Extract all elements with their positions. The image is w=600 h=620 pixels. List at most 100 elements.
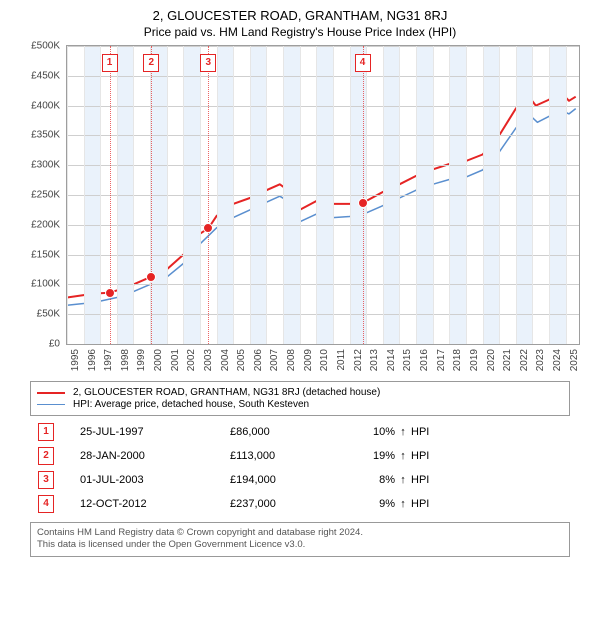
arrow-up-icon: ↑ xyxy=(395,426,411,438)
x-axis-tick-label: 2000 xyxy=(153,349,164,371)
transaction-tag: HPI xyxy=(411,474,451,486)
transaction-pct: 10% xyxy=(340,426,395,438)
transaction-row: 412-OCT-2012£237,0009%↑HPI xyxy=(30,492,570,516)
transaction-tag: HPI xyxy=(411,426,451,438)
y-axis-tick-label: £500K xyxy=(20,41,60,52)
gridline-vertical xyxy=(133,46,134,344)
gridline-vertical xyxy=(416,46,417,344)
gridline-vertical xyxy=(532,46,533,344)
gridline-vertical xyxy=(200,46,201,344)
transaction-date: 12-OCT-2012 xyxy=(80,498,230,510)
transaction-badge: 1 xyxy=(102,54,118,72)
arrow-up-icon: ↑ xyxy=(395,498,411,510)
transaction-price: £237,000 xyxy=(230,498,340,510)
transactions-table: 125-JUL-1997£86,00010%↑HPI228-JAN-2000£1… xyxy=(30,420,570,516)
gridline-vertical xyxy=(483,46,484,344)
x-axis-tick-label: 1999 xyxy=(136,349,147,371)
x-axis-tick-label: 2019 xyxy=(469,349,480,371)
x-axis-tick-label: 2009 xyxy=(303,349,314,371)
titles: 2, GLOUCESTER ROAD, GRANTHAM, NG31 8RJ P… xyxy=(10,8,590,39)
gridline-vertical xyxy=(333,46,334,344)
legend-row-hpi: HPI: Average price, detached house, Sout… xyxy=(37,399,563,410)
x-axis-tick-label: 2025 xyxy=(569,349,580,371)
gridline-vertical xyxy=(399,46,400,344)
gridline-horizontal xyxy=(67,225,579,226)
arrow-up-icon: ↑ xyxy=(395,474,411,486)
y-axis-tick-label: £450K xyxy=(20,70,60,81)
transaction-pct: 19% xyxy=(340,450,395,462)
y-axis-tick-label: £150K xyxy=(20,249,60,260)
x-axis-tick-label: 2023 xyxy=(535,349,546,371)
transaction-pct: 8% xyxy=(340,474,395,486)
gridline-vertical xyxy=(84,46,85,344)
transaction-price: £113,000 xyxy=(230,450,340,462)
gridline-vertical xyxy=(466,46,467,344)
transaction-date: 25-JUL-1997 xyxy=(80,426,230,438)
gridline-vertical xyxy=(300,46,301,344)
x-axis-tick-label: 2006 xyxy=(253,349,264,371)
gridline-horizontal xyxy=(67,46,579,47)
x-axis-tick-label: 2011 xyxy=(336,349,347,371)
legend: 2, GLOUCESTER ROAD, GRANTHAM, NG31 8RJ (… xyxy=(30,381,570,416)
transaction-row-badge: 4 xyxy=(38,495,54,513)
gridline-horizontal xyxy=(67,284,579,285)
transaction-marker-line xyxy=(151,46,152,344)
transaction-badge: 4 xyxy=(355,54,371,72)
transaction-tag: HPI xyxy=(411,450,451,462)
x-axis-tick-label: 1998 xyxy=(120,349,131,371)
gridline-vertical xyxy=(283,46,284,344)
transaction-marker-line xyxy=(363,46,364,344)
x-axis-tick-label: 2005 xyxy=(236,349,247,371)
transaction-badge: 2 xyxy=(143,54,159,72)
gridline-vertical xyxy=(250,46,251,344)
gridline-vertical xyxy=(117,46,118,344)
plot-area: 1234 xyxy=(66,45,580,345)
y-axis-tick-label: £0 xyxy=(20,339,60,350)
legend-label-1: 2, GLOUCESTER ROAD, GRANTHAM, NG31 8RJ (… xyxy=(73,387,380,398)
attribution: Contains HM Land Registry data © Crown c… xyxy=(30,522,570,557)
gridline-vertical xyxy=(167,46,168,344)
gridline-vertical xyxy=(350,46,351,344)
gridline-vertical xyxy=(183,46,184,344)
transaction-row: 301-JUL-2003£194,0008%↑HPI xyxy=(30,468,570,492)
x-axis-tick-label: 2017 xyxy=(436,349,447,371)
gridline-vertical xyxy=(316,46,317,344)
gridline-vertical xyxy=(499,46,500,344)
gridline-horizontal xyxy=(67,76,579,77)
x-axis-tick-label: 2012 xyxy=(353,349,364,371)
gridline-vertical xyxy=(433,46,434,344)
y-axis-tick-label: £100K xyxy=(20,279,60,290)
y-axis-tick-label: £350K xyxy=(20,130,60,141)
x-axis-tick-label: 2001 xyxy=(170,349,181,371)
gridline-vertical xyxy=(233,46,234,344)
title-address: 2, GLOUCESTER ROAD, GRANTHAM, NG31 8RJ xyxy=(10,8,590,23)
x-axis-tick-label: 2022 xyxy=(519,349,530,371)
transaction-point xyxy=(105,288,115,298)
gridline-vertical xyxy=(100,46,101,344)
x-axis-tick-label: 2021 xyxy=(502,349,513,371)
attribution-line-2: This data is licensed under the Open Gov… xyxy=(37,539,563,551)
gridline-horizontal xyxy=(67,195,579,196)
gridline-vertical xyxy=(266,46,267,344)
transaction-point xyxy=(203,223,213,233)
x-axis-tick-label: 2004 xyxy=(220,349,231,371)
gridline-vertical xyxy=(217,46,218,344)
x-axis-tick-label: 2003 xyxy=(203,349,214,371)
x-axis-tick-label: 2016 xyxy=(419,349,430,371)
x-axis-tick-label: 2015 xyxy=(402,349,413,371)
gridline-vertical xyxy=(67,46,68,344)
container: 2, GLOUCESTER ROAD, GRANTHAM, NG31 8RJ P… xyxy=(0,0,600,565)
gridline-vertical xyxy=(566,46,567,344)
legend-label-2: HPI: Average price, detached house, Sout… xyxy=(73,399,309,410)
gridline-horizontal xyxy=(67,135,579,136)
legend-swatch-blue xyxy=(37,404,65,405)
arrow-up-icon: ↑ xyxy=(395,450,411,462)
y-axis-tick-label: £400K xyxy=(20,100,60,111)
transaction-pct: 9% xyxy=(340,498,395,510)
gridline-vertical xyxy=(383,46,384,344)
gridline-horizontal xyxy=(67,314,579,315)
x-axis-tick-label: 2010 xyxy=(319,349,330,371)
gridline-vertical xyxy=(366,46,367,344)
gridline-horizontal xyxy=(67,165,579,166)
transaction-row: 228-JAN-2000£113,00019%↑HPI xyxy=(30,444,570,468)
